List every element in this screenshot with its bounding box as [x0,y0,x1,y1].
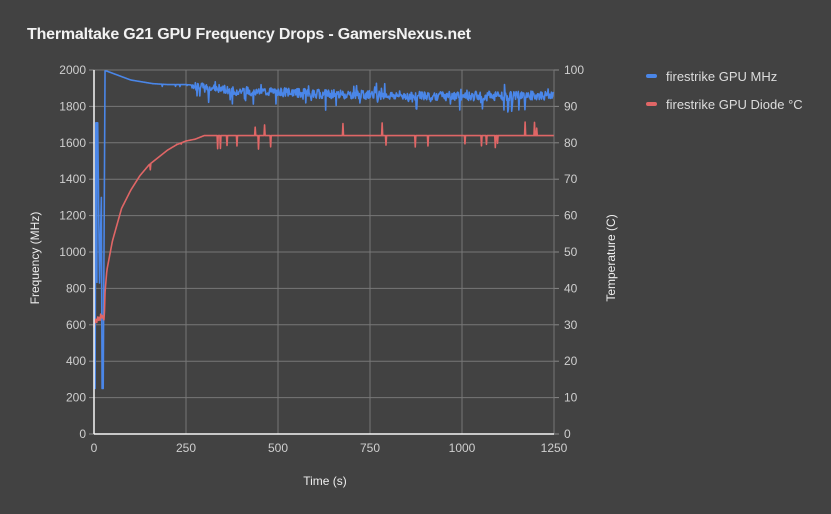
y-tick-label: 800 [66,281,86,295]
x-tick-label: 750 [360,441,380,455]
y2-tick-label: 20 [564,354,578,368]
y-tick-label: 1600 [59,136,86,150]
y-tick-label: 1400 [59,172,86,186]
y2-tick-label: 70 [564,172,578,186]
y2-tick-label: 90 [564,99,578,113]
x-tick-label: 500 [268,441,288,455]
series-lines [93,70,555,390]
x-tick-label: 1000 [449,441,476,455]
y2-tick-label: 50 [564,245,578,259]
y-axis-label: Frequency (MHz) [28,212,42,305]
y-tick-label: 600 [66,318,86,332]
legend-swatch-icon [646,102,657,106]
y2-tick-label: 100 [564,63,584,77]
chart-title: Thermaltake G21 GPU Frequency Drops - Ga… [27,26,471,43]
x-tick-label: 250 [176,441,196,455]
y-tick-label: 1800 [59,99,86,113]
axes [93,70,554,435]
y2-tick-label: 10 [564,391,578,405]
y2-tick-label: 40 [564,281,578,295]
legend-item-frequency[interactable]: firestrike GPU MHz [646,62,803,90]
legend-swatch-icon [646,74,657,78]
y-tick-label: 2000 [59,63,86,77]
legend-label: firestrike GPU Diode °C [666,96,803,112]
legend-item-temperature[interactable]: firestrike GPU Diode °C [646,90,803,118]
y-tick-label: 1200 [59,209,86,223]
tick-labels: 0200400600800100012001400160018002000010… [59,63,584,455]
y-tick-label: 200 [66,391,86,405]
y-tick-label: 400 [66,354,86,368]
y2-tick-label: 30 [564,318,578,332]
y-tick-label: 1000 [59,245,86,259]
gridlines [89,69,559,435]
x-axis-label: Time (s) [303,474,347,488]
legend-label: firestrike GPU MHz [666,68,778,84]
y2-tick-label: 60 [564,209,578,223]
y-tick-label: 0 [79,427,86,441]
y2-tick-label: 80 [564,136,578,150]
x-tick-label: 0 [91,441,98,455]
temperature-line [93,121,555,328]
y2-tick-label: 0 [564,427,571,441]
frequency-line [94,70,555,390]
x-tick-label: 1250 [541,441,568,455]
y2-axis-label: Temperature (C) [604,214,618,301]
legend: firestrike GPU MHz firestrike GPU Diode … [646,62,803,118]
